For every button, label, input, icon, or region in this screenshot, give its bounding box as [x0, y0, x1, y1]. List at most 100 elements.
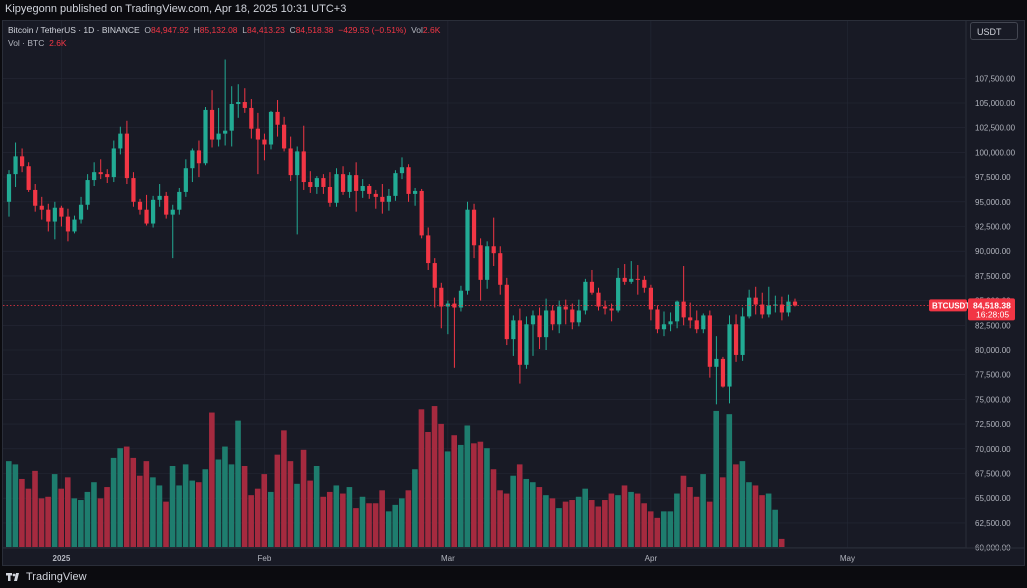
- volume-bar: [97, 498, 104, 547]
- candle-body: [753, 297, 758, 305]
- candle-body: [386, 195, 391, 202]
- volume-bar: [222, 446, 228, 547]
- candle-body: [229, 103, 234, 131]
- volume-bar: [778, 538, 785, 547]
- candle-body: [308, 182, 313, 187]
- candle-body: [321, 178, 326, 187]
- legend-vol: 2.6K: [422, 25, 441, 35]
- candle-body: [236, 102, 241, 104]
- volume-bar: [706, 501, 713, 547]
- candle-body: [740, 316, 745, 355]
- volume-bar: [667, 511, 674, 547]
- candle-body: [59, 207, 64, 217]
- candle-body: [399, 167, 405, 174]
- volume-bar: [516, 464, 523, 547]
- price-tick-label: 107,500.00: [975, 74, 1016, 83]
- candles: [6, 59, 798, 405]
- volume-bar: [281, 430, 287, 547]
- candle-body: [13, 156, 18, 175]
- volume-bar: [484, 448, 490, 547]
- price-tick-label: 95,000.00: [975, 198, 1011, 207]
- volume-bar: [536, 487, 543, 547]
- candle-body: [354, 175, 359, 191]
- candle-body: [183, 168, 188, 192]
- volume-bar: [130, 457, 137, 547]
- legend-ohlc-row: Bitcoin / TetherUS · 1D · BINANCE O84,94…: [8, 24, 440, 37]
- volume-bar: [189, 480, 195, 547]
- candle-body: [675, 301, 680, 322]
- volume-bar: [169, 466, 176, 547]
- candle-body: [413, 190, 418, 194]
- candle-body: [596, 292, 601, 307]
- volume-bar: [353, 508, 359, 547]
- volume-bar: [621, 485, 628, 547]
- price-tick-label: 100,000.00: [975, 148, 1016, 157]
- candle-body: [367, 185, 372, 194]
- candle-body: [655, 309, 660, 330]
- candle-body: [648, 287, 653, 310]
- currency-button[interactable]: USDT: [970, 22, 1018, 40]
- time-tick-label: Mar: [441, 554, 455, 563]
- candle-body: [393, 173, 398, 196]
- volume-bar: [333, 485, 340, 547]
- volume-bar: [719, 477, 726, 547]
- volume-bar: [313, 466, 320, 547]
- volume-bar: [25, 488, 32, 547]
- time-axis: 2025 Feb Mar Apr May: [3, 547, 1024, 563]
- candle-body: [622, 277, 627, 282]
- time-tick-label: Feb: [258, 554, 272, 563]
- candle-body: [262, 139, 267, 145]
- price-tick-label: 67,500.00: [975, 470, 1011, 479]
- volume-bar: [71, 498, 78, 547]
- candle-body: [98, 172, 103, 175]
- volume-bar: [274, 454, 281, 547]
- volume-bar: [608, 493, 615, 547]
- volume-bar: [752, 485, 759, 547]
- volume-bar: [399, 498, 405, 547]
- price-tick-label: 65,000.00: [975, 494, 1011, 503]
- candle-body: [570, 309, 575, 323]
- candle-body: [720, 358, 726, 387]
- volume-bar: [549, 498, 556, 547]
- price-tick-label: 82,500.00: [975, 321, 1011, 330]
- volume-bar: [182, 464, 189, 547]
- volume-bar: [78, 500, 84, 547]
- volume-bar: [156, 485, 163, 547]
- candle-body: [151, 199, 156, 224]
- volume-bar: [254, 488, 261, 547]
- candle-body: [439, 287, 444, 307]
- volume-bar: [340, 493, 346, 547]
- volume-bar: [379, 490, 385, 547]
- legend: Bitcoin / TetherUS · 1D · BINANCE O84,94…: [8, 24, 440, 50]
- candle-body: [609, 308, 614, 311]
- volume-bar: [733, 464, 739, 547]
- publisher-bar: Kipyegonn published on TradingView.com, …: [0, 0, 1027, 19]
- candle-body: [517, 320, 522, 365]
- candle-body: [268, 111, 274, 145]
- price-tick-label: 87,500.00: [975, 272, 1011, 281]
- volume-bar: [294, 483, 300, 547]
- candle-body: [65, 216, 71, 232]
- candle-body: [203, 109, 208, 164]
- volume-bar: [595, 506, 602, 547]
- candle-body: [340, 174, 346, 192]
- candle-body: [688, 317, 693, 321]
- candle-body: [52, 207, 57, 222]
- candle-body: [557, 306, 562, 325]
- volume-bar: [45, 496, 51, 547]
- legend-open-label: O: [144, 25, 151, 35]
- candle-body: [327, 186, 333, 203]
- price-tick-label: 75,000.00: [975, 395, 1011, 404]
- volume-bar: [765, 493, 772, 547]
- candle-body: [196, 150, 202, 164]
- volume-bar: [562, 501, 569, 547]
- candle-body: [792, 301, 798, 306]
- volume-bar: [163, 501, 169, 547]
- price-tick-label: 70,000.00: [975, 445, 1011, 454]
- volume-bar: [444, 451, 451, 547]
- legend-vol-row-label: Vol · BTC: [8, 38, 45, 48]
- candle-body: [544, 310, 549, 338]
- legend-close: 84,518.38: [295, 25, 334, 35]
- volume-bar: [241, 466, 248, 547]
